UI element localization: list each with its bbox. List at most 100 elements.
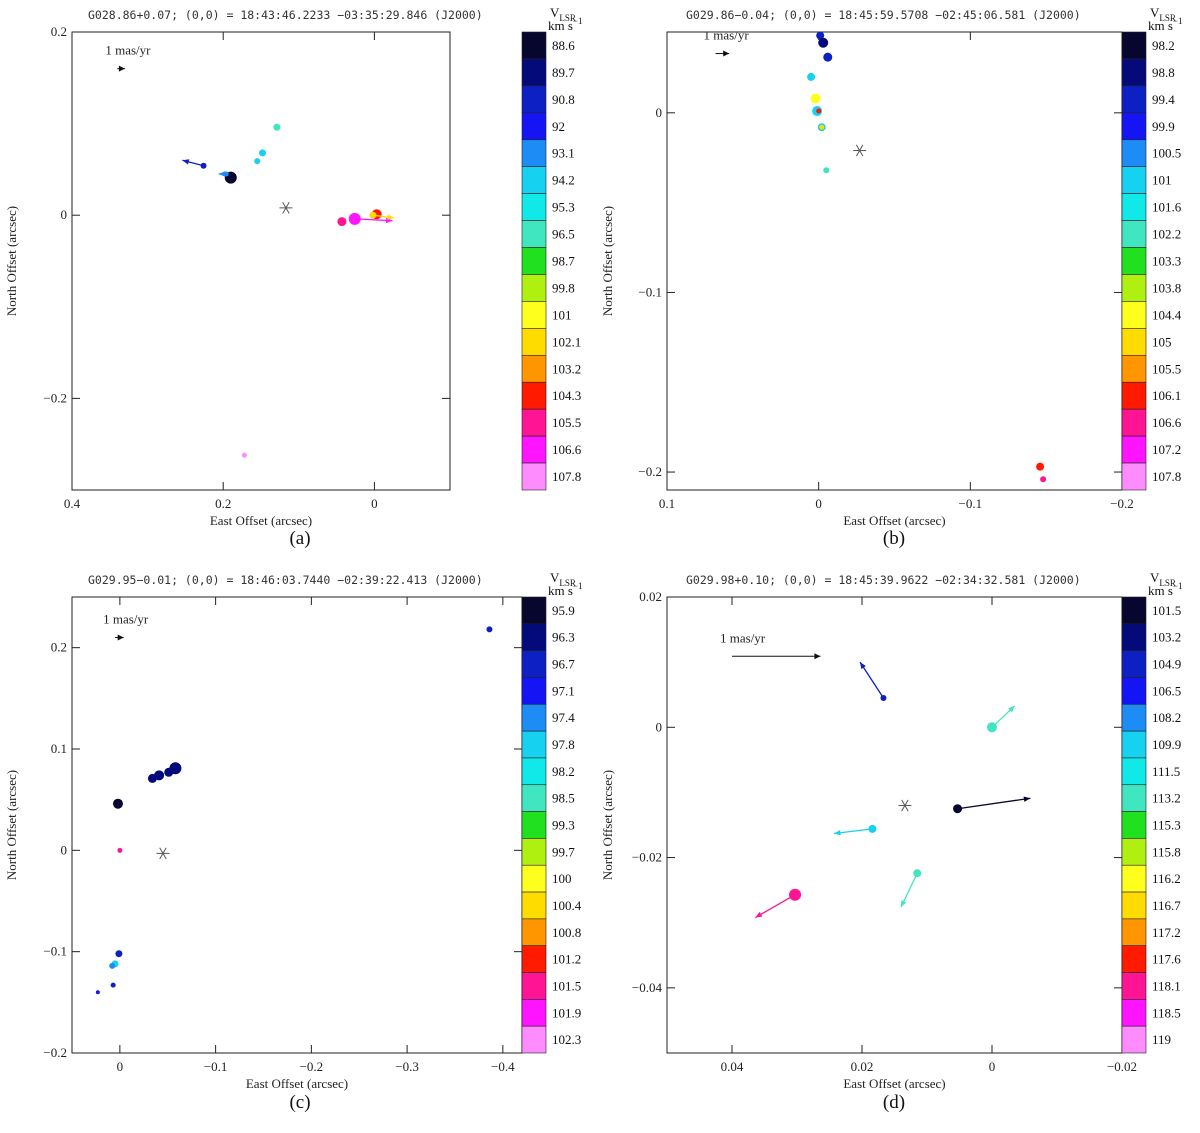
scale-label: 1 mas/yr [720,630,766,645]
colorbar-label: 103.2 [552,361,581,376]
colorbar-label: 107.8 [552,469,581,484]
colorbar-label: 117.2 [1152,925,1181,940]
colorbar-cell [521,838,547,866]
spot-dot [823,167,830,174]
colorbar-cell [521,328,547,356]
colorbar-label: 103.2 [1152,630,1181,645]
plot-content: 1 mas/yr [720,630,1031,919]
colorbar-label: 105 [1152,334,1172,349]
x-tick-label: −0.3 [395,1059,419,1074]
colorbar-cell [521,408,547,437]
y-axis-label: North Offset (arcsec) [4,770,19,880]
spot-dot [154,770,165,781]
spot-dot [807,72,816,81]
colorbar-label: 99.9 [1152,119,1175,134]
colorbar-label: 103.3 [1152,254,1181,269]
spot-dot [1040,476,1047,483]
spot-dot [95,990,100,995]
colorbar-cell [1121,730,1147,759]
colorbar-cell [521,31,547,60]
spot-dot [813,23,821,31]
colorbar-label: 101.5 [552,978,581,993]
star-marker [156,847,170,860]
spot-dot [337,217,347,227]
proper-motion-vector [859,661,884,699]
colorbar-label: 97.4 [552,710,575,725]
colorbar-cell [521,139,547,168]
plot-frame [666,31,1123,491]
colorbar-title: VLSR [550,5,576,23]
x-tick-label: 0.2 [215,496,231,511]
panel-header: G029.98+0.10; (0,0) = 18:45:39.9622 −02:… [686,573,1081,587]
colorbar-cell [1121,838,1147,866]
colorbar-label: 103.8 [1152,280,1181,295]
colorbar-cell [521,1025,547,1054]
colorbar-cell [1121,462,1147,491]
star-marker [279,201,293,214]
x-tick-label: 0 [371,496,378,511]
colorbar-cell [1121,247,1147,275]
maser-spot [112,798,123,809]
maser-spot [816,108,822,114]
maser-spot [823,167,830,174]
colorbar-label: 98.2 [1152,38,1175,53]
proper-motion-vector [957,797,1031,810]
maser-spot [1040,476,1047,483]
panel-caption: (c) [289,1092,310,1113]
colorbar-label: 96.7 [552,657,575,672]
maser-spot [900,869,922,908]
spot-dot [115,950,123,958]
spot-dot [169,762,182,775]
maser-spot [273,123,281,131]
spot-dot [953,804,963,814]
colorbar-label: 100 [552,871,572,886]
y-tick-label: −0.1 [638,284,662,299]
colorbar-cell [521,247,547,275]
proper-motion-arrowhead [901,900,907,908]
colorbar-cell [1121,220,1147,248]
colorbar-cell [521,730,547,759]
y-tick-label: −0.04 [632,980,663,995]
colorbar-cell [521,166,547,194]
colorbar-cell [521,85,547,114]
y-tick-label: 0.1 [51,741,67,756]
colorbar-cell [521,596,547,625]
spot-dot [913,869,922,878]
maser-spot [810,93,821,104]
colorbar-label: 119 [1152,1032,1171,1047]
colorbar: 101.5 103.2 104.9 106.5 108.2 109.9 111.5 113.2… [1121,570,1183,1054]
colorbar-cell [1121,623,1147,651]
maser-spot [819,124,825,130]
colorbar-unit: km s−1 [1148,581,1183,598]
maser-spot [823,52,833,62]
colorbar-label: 105.5 [1152,361,1181,376]
colorbar-label: 100.4 [552,898,582,913]
y-axis-label: North Offset (arcsec) [4,206,19,316]
colorbar-cell [1121,891,1147,920]
plot-content: 1 mas/yr [95,612,493,995]
colorbar-unit: km s−1 [548,581,583,598]
colorbar-label: 115.3 [1152,818,1181,833]
colorbar-label: 88.6 [552,38,575,53]
colorbar-cell [1121,864,1147,893]
colorbar-cell [1121,435,1147,464]
maser-spot [169,762,182,775]
proper-motion-vector [755,894,796,919]
colorbar-cell [1121,328,1147,356]
maser-spot [859,661,887,701]
x-tick-label: −0.1 [959,496,983,511]
colorbar-cell [1121,811,1147,839]
spot-dot [273,123,281,131]
colorbar-cell [521,945,547,973]
colorbar-label: 116.7 [1152,898,1181,913]
x-tick-label: 0 [989,1059,996,1074]
spot-dot [254,158,261,165]
maser-spot [218,171,229,177]
panel-header: G029.86−0.04; (0,0) = 18:45:59.5708 −02:… [686,8,1081,22]
scale-arrowhead [723,50,730,57]
colorbar: 95.9 96.3 96.7 97.1 97.4 97.8 98.2 98.5 99.3 99.7… [521,570,583,1054]
colorbar-label: 92 [552,119,565,134]
spot-dot [987,722,997,733]
colorbar-label: 115.8 [1152,844,1181,859]
y-axis-label: North Offset (arcsec) [600,206,615,316]
